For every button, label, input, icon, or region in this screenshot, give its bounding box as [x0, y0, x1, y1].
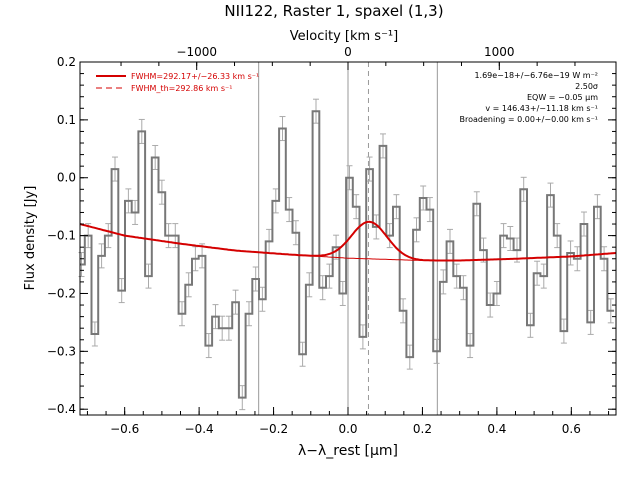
top-axis-label: Velocity [km s⁻¹] — [290, 29, 398, 44]
annotation-significance: 2.50σ — [575, 82, 598, 91]
y-tick-label: 0.2 — [57, 55, 76, 69]
x-tick-label: −0.2 — [259, 422, 288, 436]
annotation-eqw: EQW = −0.05 μm — [527, 93, 598, 102]
top-tick-label: 1000 — [484, 45, 515, 59]
x-tick-label: 0.0 — [338, 422, 357, 436]
annotation-flux: 1.69e−18+/−6.76e−19 W m⁻² — [474, 71, 598, 80]
y-tick-label: −0.3 — [47, 344, 76, 358]
y-tick-label: −0.1 — [47, 229, 76, 243]
annotation-velocity: v = 146.43+/−11.18 km s⁻¹ — [485, 104, 598, 113]
y-tick-label: −0.4 — [47, 402, 76, 416]
chart-marks: −0.6 −0.4 −0.2 0.0 0.2 0.4 0.6 −0.4 −0.3 −0.2 −0.1… — [47, 45, 617, 436]
fit-curve — [79, 220, 617, 262]
x-tick-label: −0.4 — [185, 422, 214, 436]
y-tick-label: 0.0 — [57, 171, 76, 185]
x-tick-label: 0.4 — [487, 422, 506, 436]
annotation-block: 1.69e−18+/−6.76e−19 W m⁻² 2.50σ EQW = −0… — [460, 71, 599, 124]
legend-entry-fit: FWHM=292.17+/−26.33 km s⁻¹ — [131, 72, 259, 81]
y-tick-label: 0.1 — [57, 113, 76, 127]
y-tick-label: −0.2 — [47, 286, 76, 300]
top-tick-label: −1000 — [176, 45, 217, 59]
y-axis-label: Flux density [Jy] — [23, 186, 38, 291]
spectrum-histogram — [80, 110, 615, 399]
x-tick-label: −0.6 — [110, 422, 139, 436]
annotation-broadening: Broadening = 0.00+/−0.00 km s⁻¹ — [460, 115, 598, 124]
legend-entry-theoretical: FWHM_th=292.86 km s⁻¹ — [131, 84, 232, 93]
x-tick-label: 0.2 — [413, 422, 432, 436]
top-tick-label: 0 — [344, 45, 352, 59]
x-axis-label: λ−λ_rest [μm] — [298, 443, 398, 459]
x-tick-label: 0.6 — [562, 422, 581, 436]
legend: FWHM=292.17+/−26.33 km s⁻¹ FWHM_th=292.8… — [96, 72, 259, 93]
chart-title: NII122, Raster 1, spaxel (1,3) — [224, 2, 443, 20]
